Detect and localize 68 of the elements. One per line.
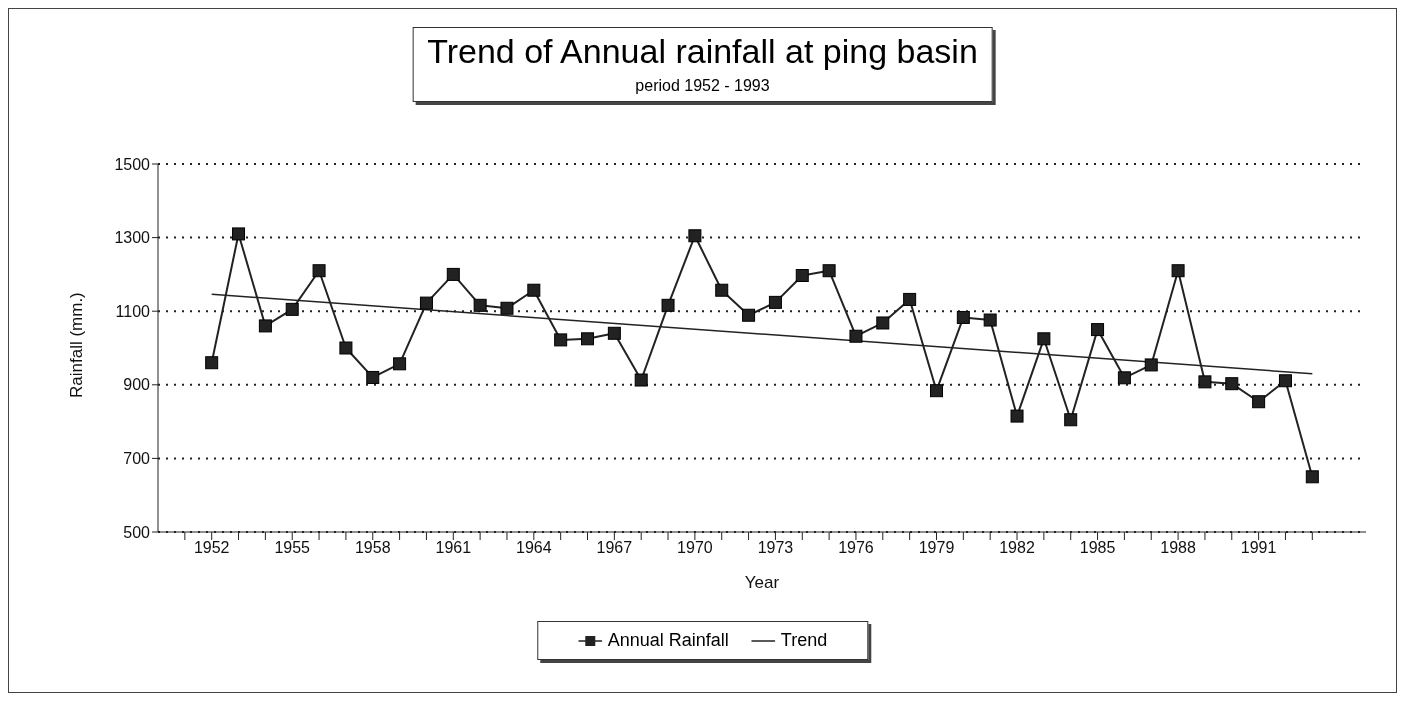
point xyxy=(822,264,836,278)
point xyxy=(393,357,407,371)
y-axis-title: Rainfall (mm.) xyxy=(67,292,87,398)
point xyxy=(339,341,353,355)
point xyxy=(419,296,433,310)
point xyxy=(742,308,756,322)
point xyxy=(661,298,675,312)
chart-title: Trend of Annual rainfall at ping basin xyxy=(427,32,978,71)
point xyxy=(956,310,970,324)
point xyxy=(1064,413,1078,427)
point xyxy=(1278,374,1292,388)
point xyxy=(715,283,729,297)
point xyxy=(446,267,460,281)
y-tick-label: 1300 xyxy=(114,229,151,247)
x-tick-label: 1976 xyxy=(838,539,874,557)
y-tick-label: 900 xyxy=(123,376,151,394)
point xyxy=(607,326,621,340)
point xyxy=(876,316,890,330)
point xyxy=(1305,470,1319,484)
point xyxy=(1117,371,1131,385)
point xyxy=(634,373,648,387)
x-tick-label: 1952 xyxy=(193,539,230,557)
x-tick-label: 1955 xyxy=(274,539,311,557)
point xyxy=(500,301,514,315)
x-tick-label: 1979 xyxy=(918,539,955,557)
x-tick-label: 1988 xyxy=(1160,539,1196,557)
point xyxy=(1010,409,1024,423)
point xyxy=(205,356,219,370)
point xyxy=(1144,358,1158,372)
point xyxy=(1252,395,1266,409)
point xyxy=(1225,377,1239,391)
point xyxy=(366,370,380,384)
point xyxy=(554,333,568,347)
legend-label: Annual Rainfall xyxy=(606,630,729,651)
x-tick-label: 1958 xyxy=(354,539,391,557)
point xyxy=(983,313,997,327)
point xyxy=(285,302,299,316)
x-tick-label: 1973 xyxy=(757,539,794,557)
x-tick-label: 1961 xyxy=(435,539,472,557)
x-tick-label: 1964 xyxy=(516,539,552,557)
point xyxy=(581,332,595,346)
point xyxy=(1198,375,1212,389)
point xyxy=(527,283,541,297)
point xyxy=(312,264,326,278)
x-tick-label: 1991 xyxy=(1240,539,1277,557)
point xyxy=(1091,323,1105,337)
point xyxy=(929,384,943,398)
legend-label: Trend xyxy=(779,630,828,651)
point xyxy=(232,227,246,241)
chart-subtitle: period 1952 - 1993 xyxy=(634,77,771,95)
point xyxy=(1037,332,1051,346)
y-tick-label: 700 xyxy=(123,450,151,468)
point xyxy=(1171,264,1185,278)
point xyxy=(473,298,487,312)
y-tick-label: 1500 xyxy=(114,155,151,173)
x-axis-title: Year xyxy=(744,573,780,592)
point xyxy=(768,295,782,309)
x-tick-label: 1982 xyxy=(999,539,1035,557)
point xyxy=(688,229,702,243)
point xyxy=(849,329,863,343)
point xyxy=(903,292,917,306)
x-tick-label: 1970 xyxy=(677,539,713,557)
x-tick-label: 1967 xyxy=(596,539,633,557)
point xyxy=(258,319,272,333)
point xyxy=(795,269,809,282)
y-tick-label: 1100 xyxy=(115,302,151,320)
y-tick-label: 500 xyxy=(123,523,151,541)
x-tick-label: 1985 xyxy=(1079,539,1116,557)
